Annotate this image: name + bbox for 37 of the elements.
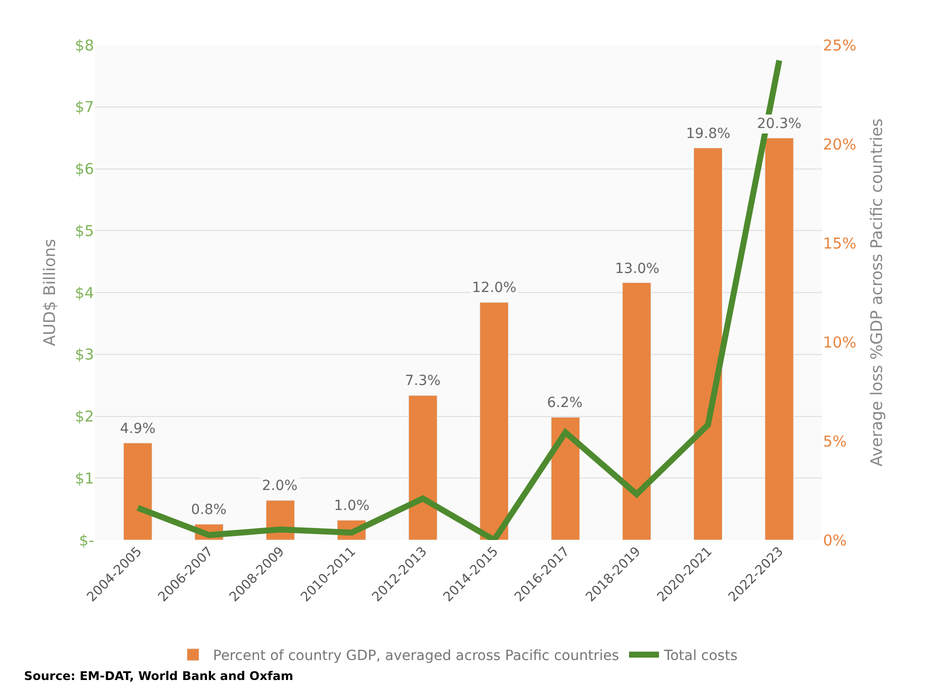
y2-tick-label: 0% xyxy=(823,531,847,550)
y-tick-label: $6 xyxy=(74,160,94,178)
data-label: 0.8% xyxy=(191,502,227,518)
y-tick-label: $5 xyxy=(74,222,94,240)
y-tick-label: $1 xyxy=(74,469,94,488)
bar xyxy=(123,442,152,540)
bar xyxy=(480,302,509,540)
y-tick-label: $4 xyxy=(74,284,94,302)
y2-axis-title: Average loss %GDP across Pacific countries xyxy=(867,118,886,467)
bar xyxy=(764,138,794,540)
y-axis-title: AUD$ Billions xyxy=(40,238,59,346)
data-label: 13.0% xyxy=(615,261,660,277)
y-tick-label: $3 xyxy=(74,346,94,364)
data-label: 7.3% xyxy=(405,373,441,389)
y-tick-label: $8 xyxy=(74,36,94,54)
legend-label: Total costs xyxy=(663,648,738,664)
bar xyxy=(550,416,580,540)
legend-label: Percent of country GDP, averaged across Pacific countries xyxy=(213,648,620,664)
source-note: Source: EM-DAT, World Bank and Oxfam xyxy=(24,669,294,683)
y2-tick-label: 5% xyxy=(823,432,847,450)
data-label: 6.2% xyxy=(547,395,583,411)
data-label: 20.3% xyxy=(757,116,802,132)
data-label: 19.8% xyxy=(686,126,730,142)
data-label: 4.9% xyxy=(120,421,156,437)
y2-tick-label: 25% xyxy=(823,36,856,54)
y2-tick-label: 15% xyxy=(823,234,856,252)
bar xyxy=(693,148,722,540)
y2-tick-label: 20% xyxy=(823,135,856,154)
y-tick-label: $2 xyxy=(74,408,94,426)
y-tick-label: $7 xyxy=(74,98,94,116)
data-label: 1.0% xyxy=(334,498,370,514)
bar xyxy=(408,395,438,540)
bar xyxy=(622,282,652,540)
data-label: 2.0% xyxy=(262,478,298,494)
y2-tick-label: 10% xyxy=(823,333,856,352)
data-label: 12.0% xyxy=(472,280,516,296)
y-tick-label: $- xyxy=(79,531,94,550)
